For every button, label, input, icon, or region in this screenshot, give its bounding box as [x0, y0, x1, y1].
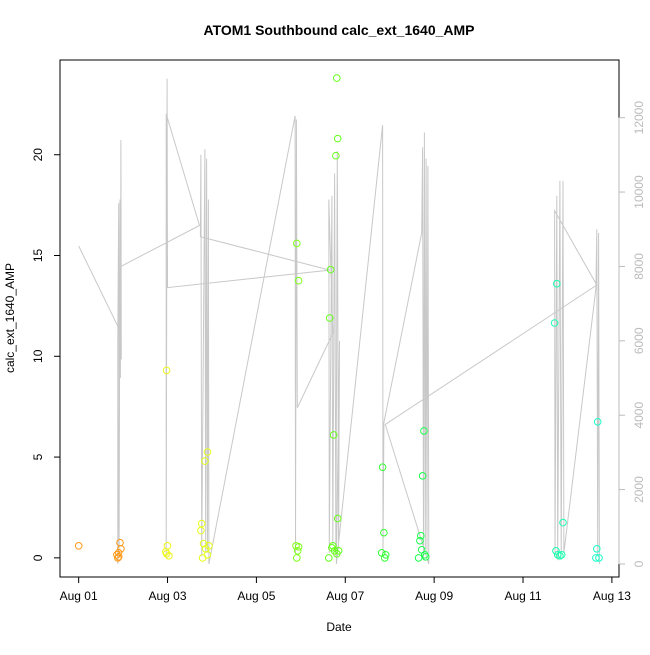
data-point: [414, 554, 423, 562]
data-point: [114, 553, 123, 561]
data-point: [294, 276, 303, 285]
data-point: [416, 536, 424, 545]
data-point: [381, 551, 390, 559]
data-point: [198, 554, 207, 562]
y2-tick-label: 4000: [632, 402, 646, 429]
data-point: [595, 554, 603, 562]
y-tick-label: 0: [31, 554, 45, 561]
data-point: [294, 543, 303, 551]
data-point: [328, 544, 336, 552]
data-point: [329, 431, 338, 439]
data-point: [421, 553, 430, 561]
y2-tick-label: 12000: [632, 101, 646, 135]
chart-title: ATOM1 Southbound calc_ext_1640_AMP: [204, 22, 475, 38]
data-point: [325, 554, 333, 562]
points-layer: [74, 74, 603, 562]
x-tick-label: Aug 13: [593, 589, 631, 603]
y-axis-label: calc_ext_1640_AMP: [3, 263, 17, 373]
data-point: [378, 463, 387, 472]
data-point: [326, 265, 335, 274]
data-point: [418, 472, 427, 480]
data-point: [552, 547, 560, 555]
data-point: [117, 545, 125, 553]
data-point: [203, 448, 212, 456]
data-point: [593, 418, 602, 426]
data-point: [556, 552, 564, 560]
data-point: [593, 545, 601, 553]
data-point: [553, 279, 561, 288]
data-point: [114, 549, 123, 557]
data-point: [332, 151, 340, 160]
data-point: [114, 554, 122, 562]
secondary-line-layer: [78, 78, 600, 565]
x-tick-label: Aug 01: [60, 589, 98, 603]
y-tick-label: 5: [31, 453, 45, 460]
data-point: [559, 518, 567, 527]
data-point: [550, 319, 559, 327]
y2-tick-label: 6000: [632, 327, 646, 354]
data-point: [74, 542, 83, 550]
data-point: [381, 554, 389, 562]
data-point: [333, 514, 342, 523]
x-tick-label: Aug 07: [326, 589, 364, 603]
x-axis-label: Date: [326, 620, 352, 634]
y2-tick-label: 2000: [632, 476, 646, 503]
x-tick-label: Aug 03: [149, 589, 187, 603]
x-tick-label: Aug 11: [504, 589, 541, 603]
y2-tick-label: 8000: [632, 253, 646, 280]
data-point: [334, 547, 343, 555]
axes: Aug 01 Aug 03 Aug 05 Aug 07 Aug 09 Aug 11 Aug …: [31, 101, 646, 603]
data-point: [201, 457, 209, 465]
data-point: [293, 554, 301, 562]
data-point: [417, 531, 425, 540]
data-point: [162, 548, 170, 556]
data-point: [197, 526, 205, 535]
data-point: [557, 551, 566, 559]
data-point: [293, 239, 301, 248]
secondary-series-line: [78, 78, 600, 565]
x-tick-label: Aug 09: [415, 589, 453, 603]
y2-tick-label: 0: [632, 560, 646, 567]
data-point: [113, 551, 121, 559]
y-tick-label: 10: [31, 349, 45, 363]
y-tick-label: 20: [31, 148, 45, 162]
data-point: [592, 554, 600, 562]
data-point: [325, 314, 334, 322]
data-point: [197, 519, 206, 528]
data-point: [333, 74, 341, 82]
data-point: [205, 542, 213, 550]
data-point: [420, 427, 428, 435]
data-point: [162, 366, 171, 375]
data-point: [333, 134, 342, 143]
plot-box: [59, 59, 620, 578]
data-point: [293, 547, 302, 555]
x-tick-label: Aug 05: [237, 589, 275, 603]
y2-tick-label: 10000: [632, 175, 646, 209]
y-tick-label: 15: [31, 249, 45, 263]
data-point: [380, 528, 388, 537]
